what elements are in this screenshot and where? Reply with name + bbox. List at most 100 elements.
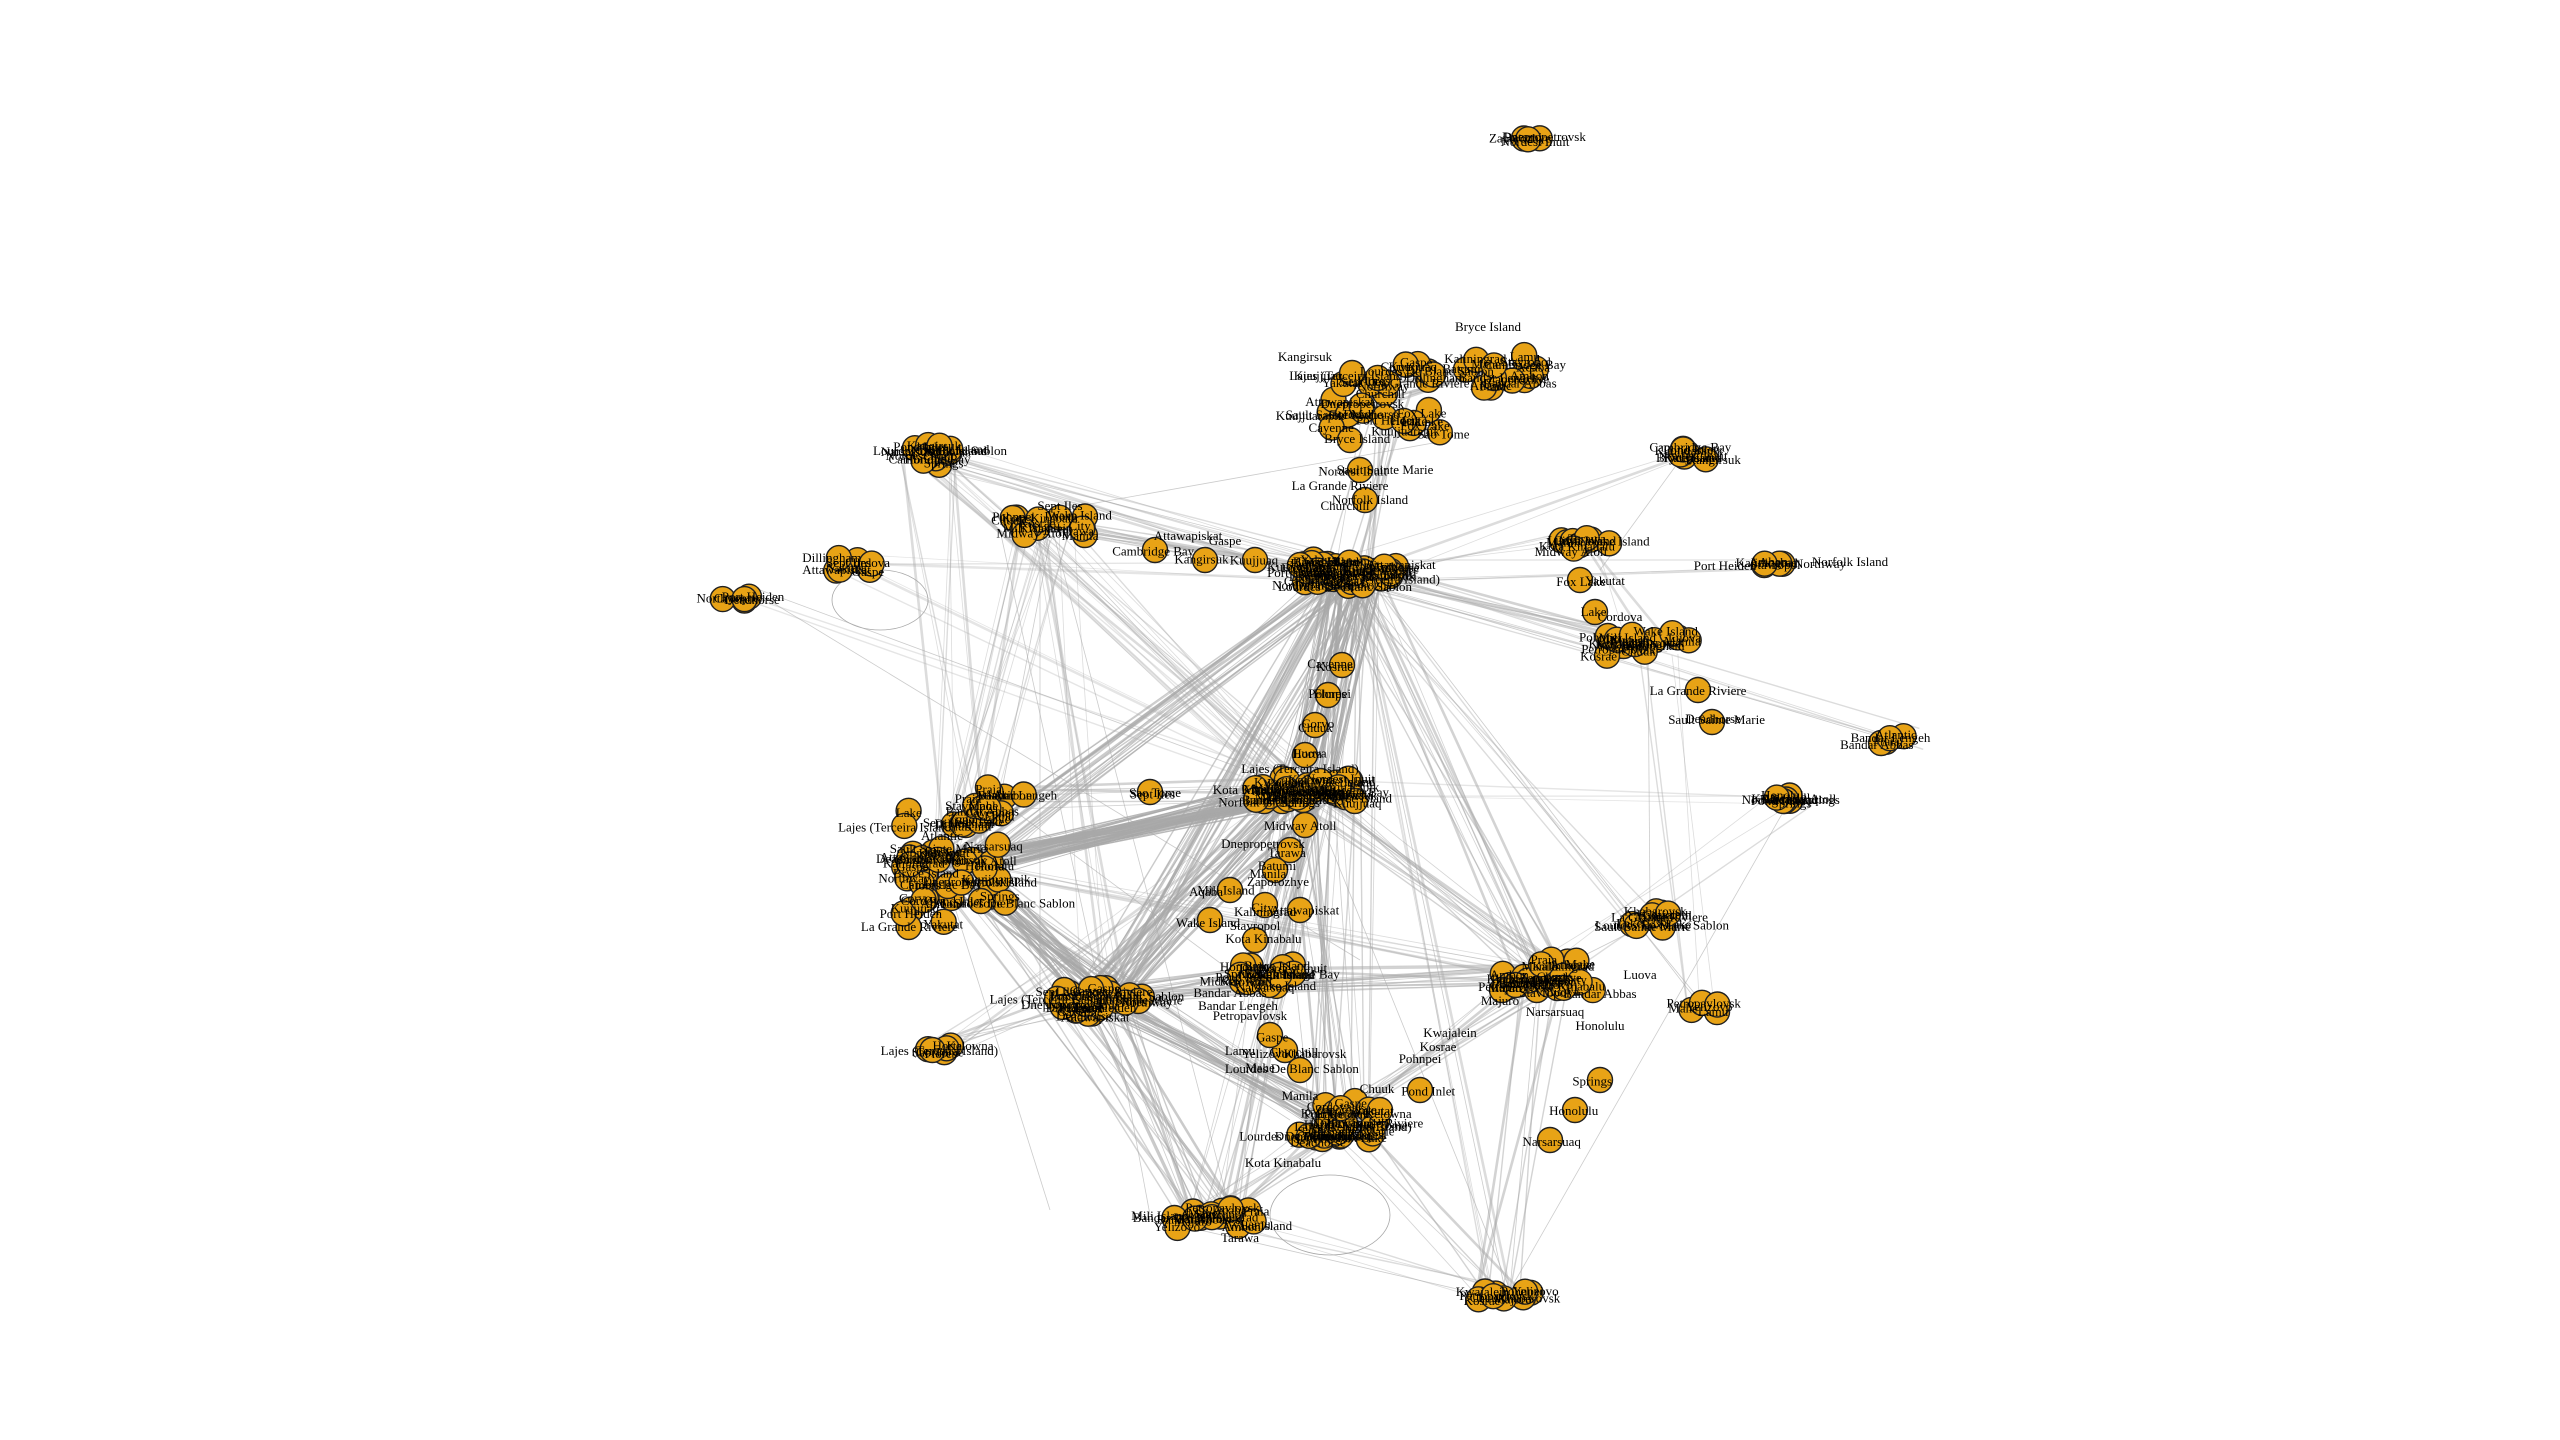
node-label: Gaspe <box>1209 533 1242 548</box>
node-label: Mili Island <box>1131 1208 1189 1223</box>
graph-node <box>1581 598 1609 626</box>
graph-edge <box>1294 793 1809 805</box>
graph-node <box>1511 1278 1539 1305</box>
node-label: Bandar Abbas <box>1273 788 1346 803</box>
node-label: Lourdes De Blanc Sablon <box>1050 988 1184 1003</box>
node-label: Norfolk Island <box>1332 492 1409 507</box>
node-label: Dnepropetrovsk <box>1502 129 1586 144</box>
node-label: Zaporozhye <box>1315 1102 1377 1117</box>
node-label: Dnepropetrovsk <box>923 874 1007 889</box>
graph-edge <box>1106 999 1241 1218</box>
node-label: Deadhorse <box>1343 406 1399 421</box>
node-label: Lake <box>1417 414 1443 429</box>
graph-node <box>1112 989 1139 1016</box>
node-label: Port Heiden <box>722 589 785 604</box>
node-label: Mili Island <box>1559 533 1617 548</box>
node-label: Bandar Abbas <box>1193 985 1266 1000</box>
graph-node <box>1480 1282 1507 1310</box>
node-layer <box>709 125 1917 1313</box>
graph-edge <box>1209 1223 1507 1288</box>
node-label: Cambridge Bay <box>1484 357 1566 372</box>
node-label: Lamu <box>1225 1043 1256 1058</box>
node-label: Nordest Inuit <box>886 448 955 463</box>
graph-node <box>971 855 998 882</box>
graph-node <box>1351 486 1379 514</box>
node-label: Kuujjuarapik <box>962 872 1031 887</box>
node-label: Port Heiden <box>1304 1106 1367 1121</box>
graph-edge <box>965 875 1187 1228</box>
node-label: Kangirsuk <box>1323 787 1378 802</box>
node-label: Bandar Abbas <box>1157 1211 1230 1226</box>
graph-node <box>1011 521 1038 549</box>
graph-edge <box>928 517 1060 868</box>
node-label: Springs <box>1772 795 1812 810</box>
graph-edge <box>1120 784 1294 995</box>
graph-node <box>1241 546 1269 574</box>
node-label: Zaporozhye <box>1520 970 1582 985</box>
graph-edge <box>1317 564 1347 797</box>
node-label: Cordova <box>1329 406 1374 421</box>
node-label: Bandar Abbas <box>1840 737 1913 752</box>
graph-node <box>1327 1094 1355 1122</box>
node-label: Aqaba <box>1213 1203 1247 1218</box>
graph-node <box>1704 991 1731 1018</box>
graph-edge <box>973 799 1284 871</box>
node-label: Cayenne <box>1308 420 1354 435</box>
node-label: Bryce Island <box>923 441 990 456</box>
graph-edge <box>1129 801 1289 998</box>
graph-edge <box>1058 525 1083 1010</box>
node-label: Kangirsuk <box>1687 452 1742 467</box>
graph-node <box>1550 974 1577 1001</box>
node-label: Springs <box>1572 1074 1612 1089</box>
node-label: Yelizovo <box>1597 639 1643 654</box>
node-label: Kosrae <box>1316 659 1353 674</box>
node-label: Wake Island <box>1634 624 1699 639</box>
node-label: Springs <box>1280 795 1320 810</box>
node-label: Port Heiden <box>1356 413 1419 428</box>
graph-edge <box>1677 653 1700 1002</box>
graph-edge <box>932 524 1052 866</box>
graph-edge <box>1309 787 1349 1116</box>
node-label: Mili Island <box>1197 882 1255 897</box>
node-label: Gaspe <box>1298 564 1331 579</box>
node-label: Kelowna <box>1365 1106 1412 1121</box>
graph-edge <box>1637 644 1688 1003</box>
graph-node <box>1659 620 1686 647</box>
node-label: Stavropol <box>1501 354 1552 369</box>
node-label: Batumi <box>1498 976 1537 991</box>
node-label: Majuro <box>1611 633 1649 648</box>
node-label: Kuujjuarapik <box>1655 443 1724 458</box>
node-label: Flores <box>924 1046 957 1061</box>
node-label: Kwajalein <box>1254 774 1308 789</box>
graph-edge <box>1335 573 1628 924</box>
node-label: Khabarovsk <box>1621 635 1684 650</box>
graph-edge <box>857 563 1322 791</box>
node-label: Cayenne <box>714 591 760 606</box>
node-label: Honolulu <box>1761 788 1811 803</box>
node-label: La Grande Riviere <box>861 919 958 934</box>
node-label: Luova <box>1546 984 1579 999</box>
node-label: Lamu <box>984 809 1015 824</box>
node-label: Lourdes De Blanc Sablon <box>941 895 1075 910</box>
graph-edge <box>936 527 1018 862</box>
node-label: Manila <box>1282 1088 1319 1103</box>
node-label: Nordest Inuit <box>1659 449 1728 464</box>
node-label: Bandar Lengeh <box>977 787 1057 802</box>
node-label: Praia <box>1873 734 1900 749</box>
node-label: Bryce Island <box>1324 431 1391 446</box>
node-label: City <box>1251 900 1274 915</box>
node-label: Ambon <box>921 896 961 911</box>
node-label: Kota Kinabalu <box>1225 931 1302 946</box>
graph-edge <box>1100 778 1326 1000</box>
node-label: Lajes (Terceira Island) <box>1294 1119 1411 1134</box>
node-label: Kuujjuarapik <box>1276 408 1345 423</box>
node-label: Kuujjuarapik <box>1371 424 1440 439</box>
node-label: Khabarovsk <box>1284 1046 1347 1061</box>
graph-edge <box>999 529 1101 991</box>
graph-node <box>731 585 758 613</box>
graph-edge <box>837 555 1335 800</box>
node-label: Kaliningrad <box>1736 555 1799 570</box>
node-label: Northway <box>878 871 930 886</box>
node-label: Bryce Island <box>1455 319 1522 334</box>
node-label: Lajes (Terceira Island) <box>881 1043 998 1058</box>
